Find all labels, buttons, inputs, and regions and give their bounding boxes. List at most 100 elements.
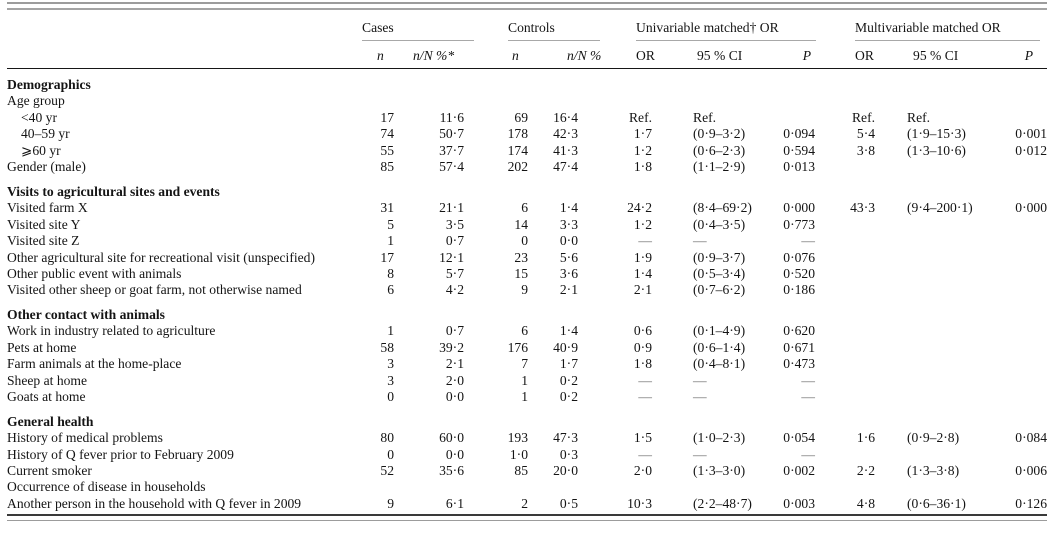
data-cell: (0·6–36·1)	[907, 495, 966, 511]
data-cell	[875, 447, 995, 463]
section-header: Other contact with animals	[7, 306, 165, 322]
data-cell: —	[638, 233, 652, 249]
row-label: History of medical problems	[7, 430, 163, 446]
data-cell: —	[638, 389, 652, 405]
col-univ-ci: 95 % CI	[652, 41, 762, 69]
data-cell	[815, 340, 875, 356]
data-cell: (0·4–3·5)	[693, 216, 746, 232]
col-multi-p: P	[995, 41, 1048, 69]
data-cell: (0·4–8·1)	[693, 356, 746, 372]
data-cell: 8	[387, 265, 394, 281]
col-controls-n: n	[464, 41, 528, 69]
data-cell: 178	[507, 126, 528, 142]
row-label: Visited farm X	[7, 200, 88, 216]
data-cell: 5·7	[445, 265, 464, 281]
data-cell: 23	[514, 249, 528, 265]
table-row: <40 yr 17 11·6 69 16·4 Ref. Ref. Ref. Ref.	[7, 110, 1047, 126]
data-cell: 3	[387, 356, 394, 372]
empty-corner-cell	[7, 11, 360, 41]
data-cell: 1·9	[633, 249, 652, 265]
data-cell	[815, 266, 875, 282]
data-cell: 2	[521, 495, 528, 511]
data-cell: 52	[380, 462, 394, 478]
top-rule-inner	[7, 8, 1047, 10]
data-cell: (1·0–2·3)	[693, 430, 746, 446]
data-cell: 0·006	[1015, 462, 1048, 478]
data-cell	[394, 93, 464, 109]
col-multi-ci: 95 % CI	[875, 41, 996, 69]
data-cell: 7	[521, 356, 528, 372]
data-cell: 2·1	[633, 282, 652, 298]
data-cell	[875, 217, 995, 233]
data-cell: 85	[380, 159, 394, 175]
data-cell: 0·001	[1015, 126, 1048, 142]
data-cell	[815, 479, 875, 495]
data-cell	[875, 323, 995, 339]
data-cell: 0·076	[783, 249, 816, 265]
empty-label-header	[7, 41, 360, 69]
data-cell: 176	[507, 339, 528, 355]
data-cell: 6	[521, 200, 528, 216]
data-cell: 5	[387, 216, 394, 232]
row-label: Occurrence of disease in households	[7, 479, 206, 495]
row-label: Other agricultural site for recreational…	[7, 249, 315, 265]
data-cell: 1·8	[633, 159, 652, 175]
row-label: Gender (male)	[7, 159, 86, 175]
data-cell	[762, 93, 815, 109]
data-cell: 10·3	[627, 495, 652, 511]
group-controls-label: Controls	[508, 20, 600, 41]
data-cell: 74	[380, 126, 394, 142]
data-cell	[464, 93, 528, 109]
data-cell	[995, 250, 1047, 266]
data-cell: 3·6	[559, 265, 578, 281]
data-cell: 4·8	[856, 495, 876, 511]
data-cell: 60·0	[439, 430, 464, 446]
data-cell: (0·6–2·3)	[693, 142, 746, 158]
section-header-row: General health	[7, 406, 1047, 430]
data-cell: 0·520	[783, 265, 816, 281]
table-row: Work in industry related to agriculture 1…	[7, 323, 1047, 339]
data-cell	[578, 479, 652, 495]
data-cell	[995, 110, 1047, 126]
col-controls-pct: n/N %	[528, 41, 601, 69]
row-label: Work in industry related to agriculture	[7, 323, 216, 339]
data-cell: 9	[521, 282, 528, 298]
data-cell: 12·1	[439, 249, 464, 265]
data-cell: 31	[380, 200, 394, 216]
data-cell: (1·3–10·6)	[907, 142, 966, 158]
data-cell	[875, 356, 995, 372]
data-cell	[995, 373, 1047, 389]
group-multivariable-or: Multivariable matched OR	[815, 11, 1047, 41]
data-cell: 1·8	[633, 356, 652, 372]
data-cell: 0·084	[1015, 430, 1048, 446]
data-cell: (1·3–3·8)	[907, 462, 960, 478]
data-cell: 0·126	[1015, 495, 1048, 511]
section-header: Demographics	[7, 77, 91, 92]
group-multivariable-or-label: Multivariable matched OR	[855, 20, 1041, 41]
data-cell	[995, 389, 1047, 405]
data-cell: 55	[380, 142, 394, 158]
data-cell: 39·2	[439, 339, 464, 355]
data-cell: 0·7	[445, 323, 464, 339]
data-cell: 17	[380, 249, 394, 265]
data-cell	[394, 479, 464, 495]
data-cell: 0·0	[559, 233, 578, 249]
data-cell: 2·0	[445, 372, 464, 388]
table-row: Visited site Y 5 3·5 14 3·3 1·2 (0·4–3·5) 0·773	[7, 217, 1047, 233]
table-row: Other public event with animals 8 5·7 15 3·6…	[7, 266, 1047, 282]
data-cell: 1	[387, 233, 394, 249]
data-cell: 21·1	[439, 200, 464, 216]
data-cell: 9	[387, 495, 394, 511]
data-cell: 0·000	[783, 200, 816, 216]
data-cell: 0·186	[783, 282, 816, 298]
data-cell: (0·9–2·8)	[907, 430, 960, 446]
data-cell: 1·4	[559, 323, 578, 339]
data-cell: Ref.	[628, 109, 652, 125]
table-row: History of Q fever prior to February 200…	[7, 447, 1047, 463]
row-label: History of Q fever prior to February 200…	[7, 446, 234, 462]
data-cell	[995, 93, 1047, 109]
data-cell: 1·7	[559, 356, 578, 372]
data-cell: (8·4–69·2)	[693, 200, 752, 216]
data-cell: 3·8	[856, 142, 876, 158]
data-cell: 69	[514, 109, 528, 125]
